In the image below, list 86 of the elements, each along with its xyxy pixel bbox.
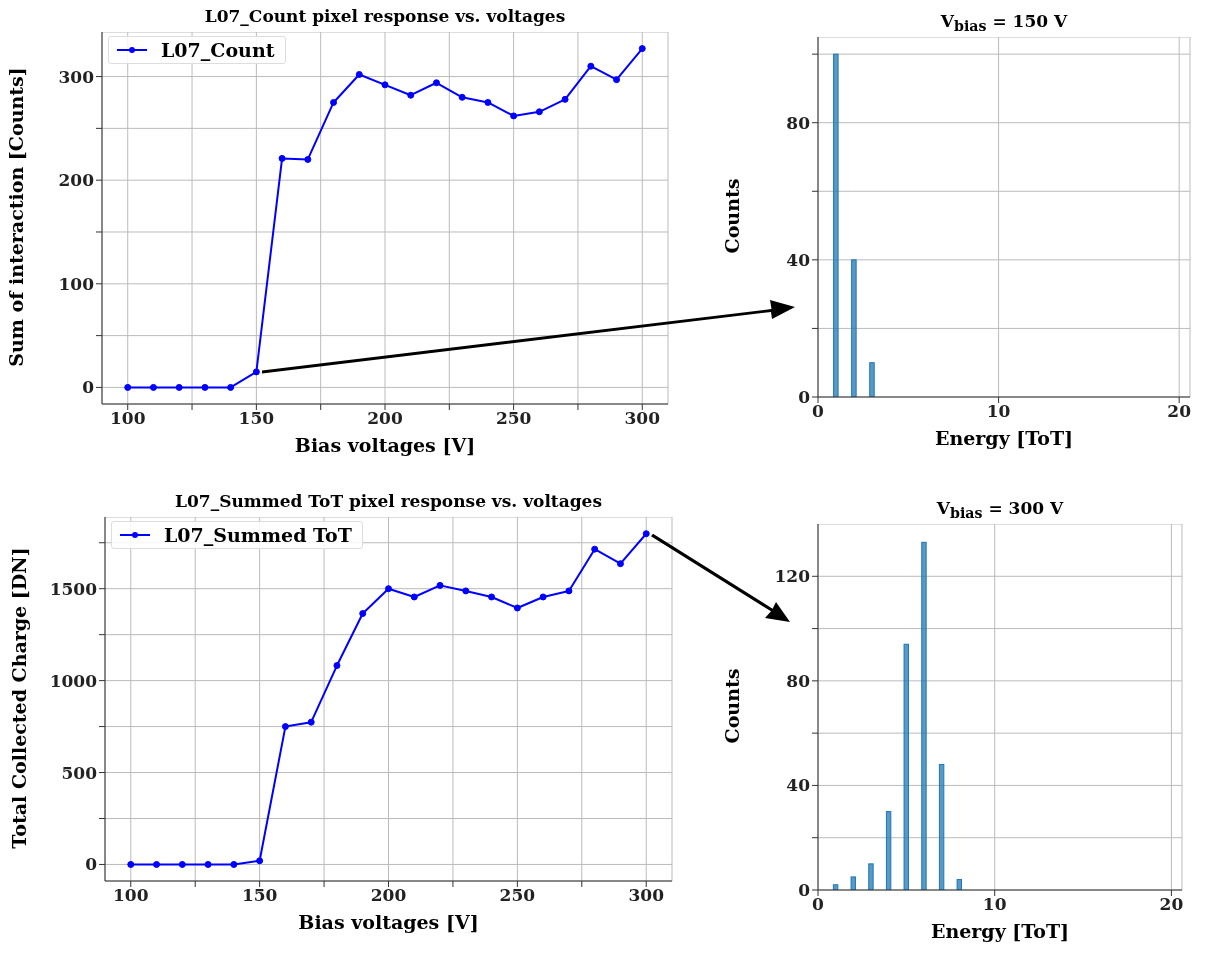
x-tick-label: 20 bbox=[1159, 894, 1184, 915]
point bbox=[201, 383, 209, 391]
point bbox=[410, 593, 418, 601]
point bbox=[510, 112, 518, 120]
legend-label: L07_Count bbox=[161, 39, 275, 61]
point bbox=[616, 560, 624, 568]
chart-title: V$_{bias}$ = 150 V bbox=[939, 11, 1069, 35]
point bbox=[381, 81, 389, 89]
x-axis-title: Energy [ToT] bbox=[933, 427, 1075, 449]
y-tick-label: 40 bbox=[786, 249, 811, 270]
point bbox=[124, 383, 132, 391]
y-tick-label: 100 bbox=[58, 273, 95, 294]
x-tick-label: 0 bbox=[812, 894, 825, 915]
y-tick-label: 1500 bbox=[49, 578, 98, 599]
point bbox=[252, 368, 260, 376]
x-tick-label: 0 bbox=[812, 401, 825, 422]
chart-title: L07_Count pixel response vs. voltages bbox=[203, 6, 567, 26]
point bbox=[539, 593, 547, 601]
legend-label: L07_Summed ToT bbox=[164, 524, 352, 546]
point bbox=[281, 723, 289, 731]
y-tick-label: 1000 bbox=[49, 670, 98, 691]
y-tick-label: 300 bbox=[58, 66, 95, 87]
y-tick-label: 80 bbox=[786, 670, 811, 691]
point bbox=[561, 95, 569, 103]
point bbox=[488, 593, 496, 601]
point bbox=[484, 98, 492, 106]
y-tick-label: 120 bbox=[774, 566, 811, 587]
point bbox=[407, 91, 415, 99]
point bbox=[513, 604, 521, 612]
point bbox=[359, 610, 367, 618]
point bbox=[204, 860, 212, 868]
point bbox=[307, 718, 315, 726]
y-axis-title: Sum of interaction [Counts] bbox=[5, 66, 27, 369]
point bbox=[178, 860, 186, 868]
y-tick-label: 0 bbox=[798, 387, 811, 408]
chart-title: L07_Summed ToT pixel response vs. voltages bbox=[174, 491, 603, 511]
point bbox=[587, 62, 595, 70]
x-tick-label: 10 bbox=[986, 401, 1011, 422]
point bbox=[565, 587, 573, 595]
x-tick-label: 150 bbox=[238, 408, 275, 429]
point bbox=[175, 383, 183, 391]
x-tick-label: 100 bbox=[109, 408, 146, 429]
x-tick-label: 200 bbox=[367, 408, 403, 429]
point bbox=[153, 860, 161, 868]
y-tick-label: 40 bbox=[786, 775, 811, 796]
point bbox=[613, 76, 621, 84]
y-tick-label: 0 bbox=[85, 854, 98, 875]
point bbox=[591, 545, 599, 553]
point bbox=[278, 154, 286, 162]
point bbox=[385, 585, 392, 593]
chart-title: V$_{bias}$ = 300 V bbox=[935, 498, 1065, 522]
y-tick-label: 80 bbox=[786, 112, 811, 133]
point bbox=[304, 155, 312, 163]
point bbox=[535, 108, 543, 116]
point bbox=[642, 530, 650, 538]
y-tick-label: 500 bbox=[61, 762, 98, 783]
y-axis-title: Counts bbox=[721, 667, 743, 746]
x-axis-title: Bias voltages [V] bbox=[297, 911, 480, 933]
y-axis-title: Total Collected Charge [DN] bbox=[8, 546, 30, 851]
x-tick-label: 250 bbox=[495, 408, 532, 429]
x-axis-title: Bias voltages [V] bbox=[293, 434, 477, 456]
x-tick-label: 250 bbox=[499, 885, 536, 906]
point bbox=[462, 587, 470, 595]
point bbox=[127, 860, 135, 868]
x-axis-title: Energy [ToT] bbox=[929, 920, 1071, 942]
x-tick-label: 300 bbox=[624, 408, 661, 429]
point bbox=[149, 383, 157, 391]
point bbox=[355, 70, 363, 78]
point bbox=[256, 857, 264, 865]
x-tick-label: 10 bbox=[982, 894, 1007, 915]
point bbox=[436, 581, 444, 589]
point bbox=[330, 98, 338, 106]
x-tick-label: 150 bbox=[241, 885, 278, 906]
y-tick-label: 200 bbox=[58, 170, 95, 191]
point bbox=[432, 79, 440, 87]
point bbox=[227, 383, 235, 391]
x-tick-label: 20 bbox=[1167, 401, 1192, 422]
x-tick-label: 200 bbox=[370, 885, 407, 906]
x-tick-label: 100 bbox=[113, 885, 149, 906]
y-axis-title: Counts bbox=[721, 177, 743, 256]
point bbox=[458, 93, 466, 101]
y-tick-label: 0 bbox=[82, 377, 95, 398]
x-tick-label: 300 bbox=[628, 885, 665, 906]
point bbox=[230, 860, 238, 868]
point bbox=[333, 662, 341, 670]
point bbox=[638, 45, 646, 53]
